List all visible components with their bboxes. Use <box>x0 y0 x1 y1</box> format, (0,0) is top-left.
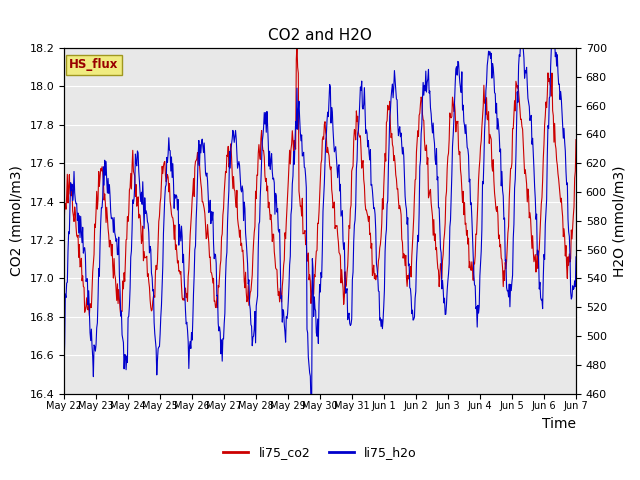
li75_co2 <box>293 42 301 48</box>
Y-axis label: H2O (mmol/m3): H2O (mmol/m3) <box>612 165 627 276</box>
li75_h2o <box>402 202 410 208</box>
Legend: li75_co2, li75_h2o: li75_co2, li75_h2o <box>218 441 422 464</box>
li75_h2o <box>214 321 222 326</box>
li75_co2 <box>403 275 410 281</box>
li75_h2o <box>572 254 580 260</box>
Text: HS_flux: HS_flux <box>69 59 118 72</box>
li75_h2o <box>550 15 557 21</box>
li75_co2 <box>121 278 129 284</box>
li75_co2 <box>260 148 268 154</box>
li75_h2o <box>60 365 68 371</box>
Line: li75_co2: li75_co2 <box>64 45 576 315</box>
Y-axis label: CO2 (mmol/m3): CO2 (mmol/m3) <box>10 166 24 276</box>
li75_co2 <box>215 284 223 290</box>
li75_co2 <box>241 278 248 284</box>
li75_co2 <box>60 231 68 237</box>
li75_h2o <box>240 218 248 224</box>
X-axis label: Time: Time <box>542 417 576 431</box>
Line: li75_h2o: li75_h2o <box>64 18 576 407</box>
li75_h2o <box>120 366 128 372</box>
li75_co2 <box>86 312 93 318</box>
Title: CO2 and H2O: CO2 and H2O <box>268 28 372 43</box>
li75_h2o <box>373 265 381 271</box>
li75_co2 <box>572 137 580 143</box>
li75_h2o <box>259 133 267 139</box>
li75_co2 <box>374 270 381 276</box>
li75_h2o <box>308 404 316 410</box>
